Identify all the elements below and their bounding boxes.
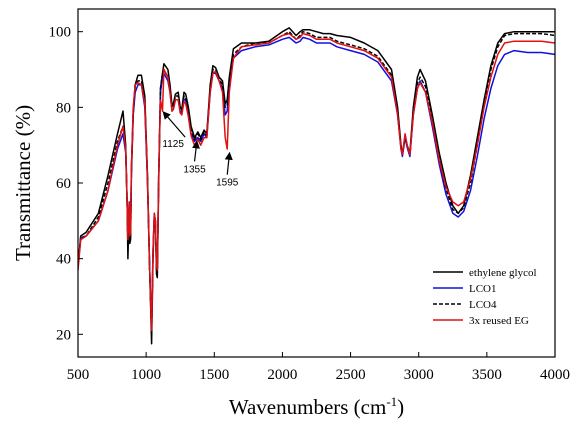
legend: ethylene glycol LCO1 LCO4 3x reused EG [433,267,537,327]
x-tick-label: 1500 [199,367,229,383]
series-line-4 [78,32,555,332]
series-line-3 [78,30,555,336]
annotation-arrow [192,140,201,162]
x-tick-label: 4000 [540,367,570,383]
annotation-label: 1355 [183,164,206,175]
y-tick-label: 40 [56,252,71,268]
y-tick-label: 100 [49,25,72,41]
legend-label: ethylene glycol [469,267,537,279]
y-axis-title: Transmittance (%) [11,105,35,261]
series-layer [78,27,555,345]
x-tick-label: 2000 [267,367,297,383]
x-tick-label: 3000 [404,367,434,383]
x-tick-label: 500 [67,367,90,383]
y-tick-label: 60 [56,176,71,192]
x-tick-label: 2500 [336,367,366,383]
series-line-1 [78,27,555,345]
annotation-label: 1125 [162,139,184,150]
ticks-layer: 500 1000 1500 2000 2500 3000 3500 4000 20 40 60 80 1… [49,25,571,383]
annotation-arrow [224,151,233,175]
x-axis-title: Wavenumbers (cm-1) [229,394,404,419]
y-tick-label: 20 [56,327,71,343]
y-tick-label: 80 [56,100,71,116]
annotation-arrow [162,111,186,138]
x-axis-title-text: Wavenumbers (cm [229,395,387,419]
x-axis-title-superscript: -1 [386,394,397,409]
legend-label: 3x reused EG [469,315,529,327]
legend-label: LCO4 [469,299,497,311]
x-axis-title-end: ) [397,395,404,419]
annotation-label: 1595 [216,178,239,189]
legend-label: LCO1 [469,283,497,295]
x-tick-label: 3500 [472,367,502,383]
x-tick-label: 1000 [131,367,161,383]
annotation-layer: 1125 1355 1595 [162,111,239,189]
